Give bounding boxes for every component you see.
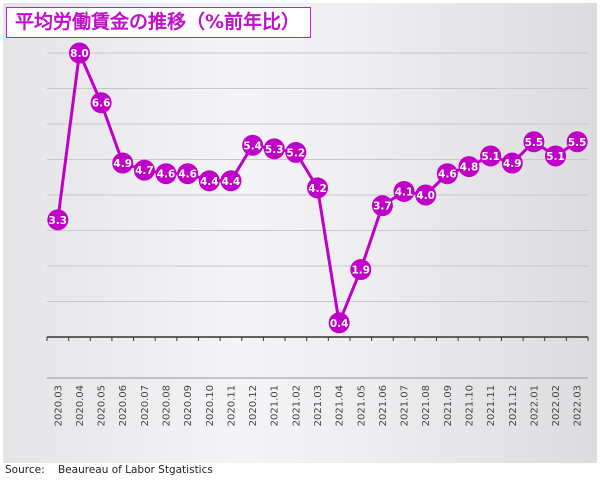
data-label: 5.3 (265, 144, 284, 156)
data-label: 4.8 (460, 162, 479, 174)
data-point (285, 141, 307, 163)
data-label: 5.5 (568, 137, 587, 149)
x-tick-label: 2022.02 (551, 385, 562, 426)
x-tick-label: 2021.03 (313, 385, 324, 426)
data-label: 5.1 (546, 151, 565, 163)
data-point (263, 138, 285, 160)
x-tick-label: 2021.09 (443, 385, 454, 426)
data-label: 4.7 (135, 165, 154, 177)
data-point (545, 145, 567, 167)
data-label: 4.9 (113, 158, 132, 170)
data-point (198, 170, 220, 192)
x-tick-label: 2021.11 (486, 385, 497, 426)
data-label: 4.4 (222, 176, 241, 188)
data-point (480, 145, 502, 167)
data-label: 3.3 (49, 215, 68, 227)
data-point (133, 159, 155, 181)
chart-panel (3, 3, 597, 463)
x-tick-label: 2021.07 (400, 385, 411, 426)
x-tick-label: 2021.05 (356, 385, 367, 426)
data-point (328, 312, 350, 334)
source-note: Source: Beaureau of Labor Stgatistics (5, 464, 213, 476)
x-tick-label: 2021.06 (378, 385, 389, 426)
data-label: 4.9 (503, 158, 522, 170)
data-label: 5.4 (243, 140, 262, 152)
data-point (112, 152, 134, 174)
data-point (155, 163, 177, 185)
data-point (307, 177, 328, 199)
data-point (566, 131, 588, 153)
source-text: Beaureau of Labor Stgatistics (57, 464, 213, 476)
data-label: 4.6 (178, 169, 197, 181)
x-tick-label: 2020.11 (226, 385, 237, 426)
x-tick-label: 2021.08 (421, 385, 432, 426)
x-tick-label: 2020.09 (183, 385, 194, 426)
data-label: 3.7 (373, 201, 392, 213)
data-label: 0.4 (330, 318, 349, 330)
source-label: Source: (5, 464, 45, 476)
data-label: 4.0 (416, 190, 435, 202)
data-label: 5.5 (525, 137, 544, 149)
data-label: 8.0 (70, 48, 89, 60)
x-tick-label: 2022.01 (529, 385, 540, 426)
x-tick-label: 2021.01 (270, 385, 281, 426)
x-tick-label: 2021.10 (464, 385, 475, 426)
chart-title: 平均労働賃金の推移（%前年比） (6, 7, 311, 38)
data-label: 4.6 (438, 169, 457, 181)
data-label: 5.1 (481, 151, 500, 163)
data-point (90, 92, 112, 114)
x-tick-label: 2022.03 (573, 385, 584, 426)
data-point (177, 163, 199, 185)
data-point (458, 156, 480, 178)
data-point (47, 209, 69, 231)
data-label: 4.4 (200, 176, 219, 188)
data-point (68, 42, 90, 64)
data-point (220, 170, 242, 192)
data-label: 4.1 (395, 186, 414, 198)
data-point (350, 259, 372, 281)
data-point (415, 184, 437, 206)
data-label: 4.2 (308, 183, 327, 195)
data-point (371, 195, 393, 217)
x-tick-label: 2021.02 (291, 385, 302, 426)
data-point (393, 180, 415, 202)
data-point (523, 131, 545, 153)
x-tick-label: 2020.08 (162, 385, 173, 426)
x-tick-label: 2021.04 (335, 385, 346, 426)
x-tick-label: 2020.03 (53, 385, 64, 426)
data-label: 4.6 (157, 169, 176, 181)
data-label: 1.9 (351, 265, 370, 277)
x-tick-label: 2021.12 (508, 385, 519, 426)
data-label: 6.6 (92, 98, 111, 110)
x-tick-label: 2020.06 (118, 385, 129, 426)
x-tick-label: 2020.07 (140, 385, 151, 426)
x-tick-label: 2020.10 (205, 385, 216, 426)
x-tick-label: 2020.12 (248, 385, 259, 426)
data-point (436, 163, 458, 185)
x-tick-label: 2020.04 (75, 385, 86, 426)
data-point (501, 152, 523, 174)
data-point (242, 134, 264, 156)
x-tick-label: 2020.05 (97, 385, 108, 426)
data-label: 5.2 (287, 147, 306, 159)
